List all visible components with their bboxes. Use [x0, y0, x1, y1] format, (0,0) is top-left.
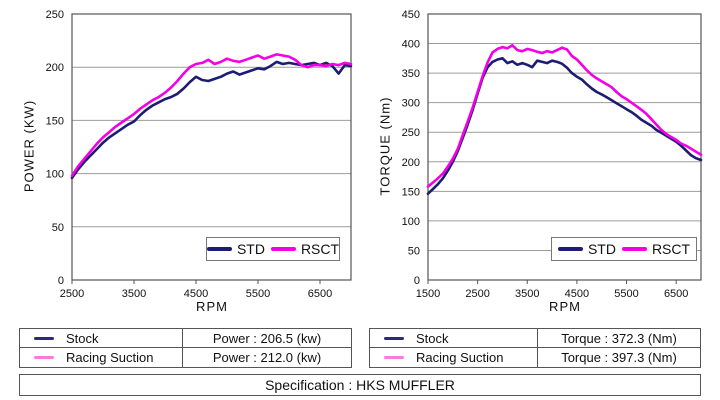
std-line-swatch [557, 247, 583, 251]
svg-text:5500: 5500 [614, 288, 638, 300]
svg-text:2500: 2500 [465, 288, 489, 300]
series-label: Stock [416, 330, 449, 346]
svg-text:350: 350 [402, 68, 420, 80]
stock-line-swatch [34, 336, 54, 340]
torque-y-axis-title: TORQUE (Nm) [377, 96, 393, 196]
legend-label-rsct: RSCT [300, 241, 340, 257]
series-label: Stock [66, 330, 99, 346]
svg-text:250: 250 [402, 127, 420, 139]
svg-text:200: 200 [46, 62, 64, 74]
power-x-axis-title: RPM [196, 299, 228, 314]
torque-chart: 0 50 100 150 200 250 300 350 400 450 1500 2500 3500 4… [402, 9, 703, 300]
legend-entry-std: STD [206, 241, 265, 257]
power-chart: 0 50 100 150 200 250 2500 3500 4500 5500 6500 [46, 9, 353, 300]
legend-entry-rsct: RSCT [270, 241, 340, 257]
stock-torque-value: Torque : 372.3 (Nm) [561, 330, 677, 346]
svg-text:300: 300 [402, 98, 420, 110]
svg-text:400: 400 [402, 39, 420, 51]
stock-label-cell: Stock [20, 329, 183, 347]
racing-suction-line-swatch [384, 356, 404, 359]
torque-legend: STD RSCT [551, 237, 697, 261]
stock-line-swatch [384, 336, 404, 340]
racing-suction-label-cell: Racing Suction [370, 348, 538, 367]
legend-entry-std: STD [557, 241, 616, 257]
rsct-line-swatch [270, 247, 296, 251]
std-line-swatch [206, 247, 232, 251]
legend-label-rsct: RSCT [651, 241, 691, 257]
table-row: Racing Suction Torque : 397.3 (Nm) [370, 348, 700, 367]
svg-text:100: 100 [402, 216, 420, 228]
legend-label-std: STD [587, 241, 616, 257]
torque-x-axis-title: RPM [549, 299, 581, 314]
svg-text:150: 150 [402, 186, 420, 198]
racing-suction-label-cell: Racing Suction [20, 348, 183, 367]
power-legend: STD RSCT [206, 237, 340, 261]
table-row: Stock Torque : 372.3 (Nm) [370, 329, 700, 348]
svg-text:3500: 3500 [515, 288, 539, 300]
svg-text:3500: 3500 [122, 288, 146, 300]
power-y-axis-title: POWER (KW) [21, 99, 37, 193]
svg-text:4500: 4500 [565, 288, 589, 300]
svg-text:100: 100 [46, 169, 64, 181]
racing-suction-power-value: Power : 212.0 (kw) [212, 350, 322, 365]
svg-text:50: 50 [52, 222, 64, 234]
series-label: Racing Suction [416, 350, 504, 365]
svg-text:2500: 2500 [60, 288, 84, 300]
racing-suction-line-swatch [34, 356, 54, 359]
stock-power-value: Power : 206.5 (kw) [212, 330, 322, 346]
rsct-line-swatch [621, 247, 647, 251]
svg-text:200: 200 [402, 157, 420, 169]
svg-text:0: 0 [414, 275, 420, 287]
svg-text:6500: 6500 [664, 288, 688, 300]
svg-text:150: 150 [46, 115, 64, 127]
legend-entry-rsct: RSCT [621, 241, 691, 257]
torque-summary-table: Stock Torque : 372.3 (Nm) Racing Suction… [369, 328, 701, 368]
series-label: Racing Suction [66, 350, 154, 365]
svg-text:6500: 6500 [308, 288, 332, 300]
stock-label-cell: Stock [370, 329, 538, 347]
power-summary-table: Stock Power : 206.5 (kw) Racing Suction … [19, 328, 352, 368]
svg-text:4500: 4500 [184, 288, 208, 300]
specification-bar: Specification : HKS MUFFLER [19, 374, 701, 396]
racing-suction-torque-value: Torque : 397.3 (Nm) [561, 350, 677, 365]
svg-text:450: 450 [402, 9, 420, 21]
svg-text:250: 250 [46, 9, 64, 21]
svg-text:1500: 1500 [416, 288, 440, 300]
table-row: Racing Suction Power : 212.0 (kw) [20, 348, 351, 367]
svg-text:5500: 5500 [246, 288, 270, 300]
table-row: Stock Power : 206.5 (kw) [20, 329, 351, 348]
legend-label-std: STD [236, 241, 265, 257]
svg-text:50: 50 [408, 245, 420, 257]
specification-text: Specification : HKS MUFFLER [265, 377, 455, 393]
svg-text:0: 0 [58, 275, 64, 287]
